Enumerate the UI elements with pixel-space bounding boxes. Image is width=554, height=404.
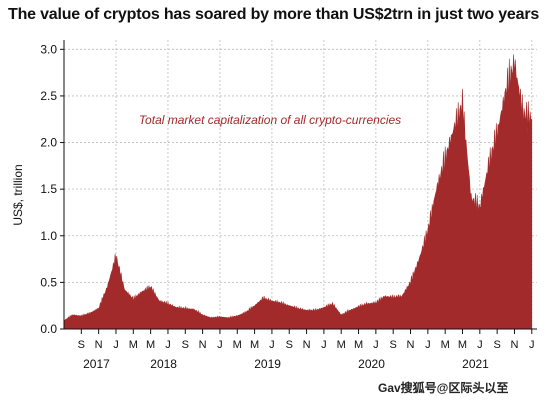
market-cap-area bbox=[63, 54, 533, 330]
x-year-label: 2017 bbox=[83, 357, 110, 371]
x-month-label: J bbox=[373, 339, 379, 351]
x-month-label: M bbox=[354, 339, 363, 351]
x-year-label: 2021 bbox=[462, 357, 489, 371]
x-month-label: S bbox=[286, 339, 293, 351]
y-tick-label: 0.0 bbox=[40, 322, 57, 336]
x-month-label: S bbox=[78, 339, 85, 351]
watermark: Gav搜狐号@区际头以至 bbox=[378, 381, 509, 395]
x-month-label: M bbox=[250, 339, 259, 351]
x-month-label: J bbox=[477, 339, 483, 351]
y-tick-label: 3.0 bbox=[40, 42, 57, 56]
x-month-label: M bbox=[441, 339, 450, 351]
x-month-label: J bbox=[425, 339, 431, 351]
x-month-label: J bbox=[529, 339, 535, 351]
x-month-label: J bbox=[217, 339, 223, 351]
x-month-label: N bbox=[407, 339, 415, 351]
x-year-label: 2019 bbox=[254, 357, 281, 371]
x-month-label: J bbox=[113, 339, 119, 351]
y-tick-label: 2.5 bbox=[40, 89, 57, 103]
x-month-label: J bbox=[321, 339, 327, 351]
x-month-label: S bbox=[493, 339, 500, 351]
x-month-label: N bbox=[510, 339, 518, 351]
x-month-label: N bbox=[199, 339, 207, 351]
x-month-label: S bbox=[390, 339, 397, 351]
x-month-label: M bbox=[129, 339, 138, 351]
axis-labels: 0.00.51.01.52.02.53.0S N J M M J S N J M M J S N J M M J S… bbox=[40, 42, 534, 371]
x-year-label: 2020 bbox=[358, 357, 385, 371]
chart-annotation: Total market capitalization of all crypt… bbox=[139, 113, 401, 127]
x-month-label: J bbox=[269, 339, 275, 351]
x-month-label: S bbox=[182, 339, 189, 351]
x-month-label: N bbox=[95, 339, 103, 351]
x-month-label: M bbox=[458, 339, 467, 351]
x-month-label: M bbox=[233, 339, 242, 351]
y-tick-label: 0.5 bbox=[40, 275, 57, 289]
axes bbox=[60, 40, 537, 334]
area-series bbox=[63, 54, 533, 330]
y-tick-label: 1.0 bbox=[40, 229, 57, 243]
x-month-label: J bbox=[165, 339, 171, 351]
y-tick-label: 2.0 bbox=[40, 136, 57, 150]
x-year-label: 2018 bbox=[150, 357, 177, 371]
chart-title: The value of cryptos has soared by more … bbox=[8, 6, 540, 23]
y-axis-label: US$, trillion bbox=[11, 164, 25, 225]
x-month-label: M bbox=[146, 339, 155, 351]
x-month-label: M bbox=[337, 339, 346, 351]
x-month-label: N bbox=[303, 339, 311, 351]
y-tick-label: 1.5 bbox=[40, 182, 57, 196]
